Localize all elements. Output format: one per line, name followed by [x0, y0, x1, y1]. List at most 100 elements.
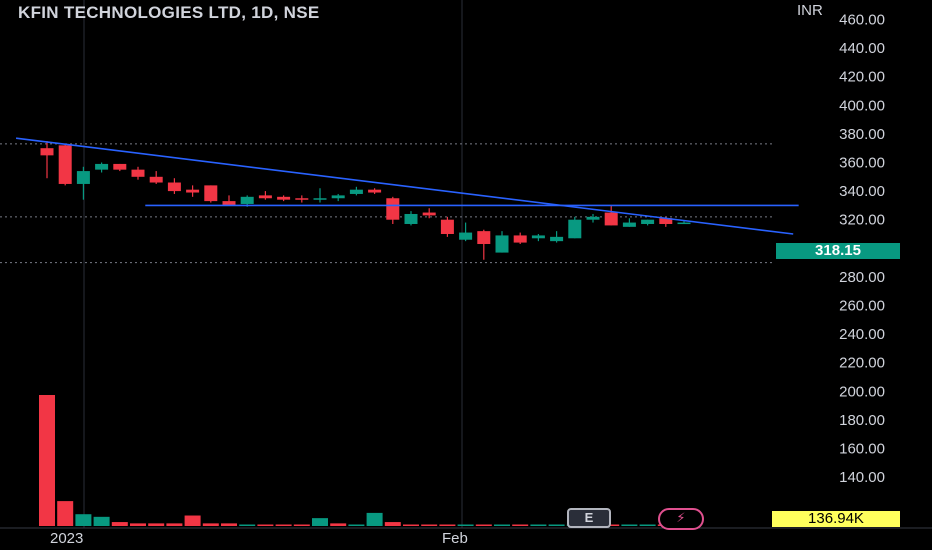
price-tick-label: 180.00 [839, 412, 885, 429]
candle-body [513, 235, 527, 243]
candle-body [386, 198, 400, 220]
candle-body [204, 185, 218, 202]
price-tick-label: 260.00 [839, 298, 885, 315]
candle-body [277, 196, 291, 200]
volume-bar [202, 523, 219, 526]
candle-body [604, 212, 618, 226]
candle-body [167, 182, 181, 192]
trendlines[interactable] [15, 137, 799, 235]
price-tick-label: 320.00 [839, 212, 885, 229]
price-tick-label: 200.00 [839, 383, 885, 400]
volume-bar [348, 524, 365, 526]
volume-bar [148, 523, 165, 526]
candle-body [404, 213, 418, 224]
volume-bar [384, 522, 401, 526]
volume-bar [403, 524, 419, 526]
candle-body [531, 235, 545, 239]
currency-label: INR [797, 2, 823, 19]
candle-body [331, 195, 345, 199]
volume-bar [330, 523, 347, 526]
last-price-tag: 318.15 [776, 243, 900, 259]
candle-body [149, 176, 163, 183]
volume-bar [57, 501, 74, 526]
candle-body [258, 195, 272, 199]
chart-title: KFIN TECHNOLOGIES LTD, 1D, NSE [18, 3, 320, 22]
price-tick-label: 440.00 [839, 40, 885, 57]
price-tick-label: 140.00 [839, 469, 885, 486]
dividend-icon[interactable]: ⚡ [658, 508, 704, 530]
price-tick-label: 340.00 [839, 183, 885, 200]
volume-bar [530, 524, 547, 526]
candle-body [349, 189, 363, 194]
volume-bar [111, 522, 128, 526]
candle-body [586, 216, 600, 220]
volume-tag: 136.94K [772, 511, 900, 527]
volume-bar [512, 524, 529, 526]
volume-bar [239, 524, 256, 526]
candle-body [295, 198, 309, 200]
candle-body [222, 201, 236, 206]
candle-body [568, 219, 582, 239]
volume-bar [439, 524, 456, 526]
volume-bar [621, 524, 638, 526]
price-tick-label: 420.00 [839, 69, 885, 86]
volume-bar [275, 524, 292, 526]
volume-bar [639, 524, 656, 526]
candle-body [659, 218, 673, 224]
candle-body [622, 222, 636, 227]
price-tick-label: 280.00 [839, 269, 885, 286]
price-axis[interactable]: 460.00 440.00 420.00 400.00 380.00 360.00 340.… [839, 0, 885, 487]
xaxis-label-2023: 2023 [50, 530, 84, 547]
candle-body [422, 212, 436, 216]
volume-bar [475, 524, 492, 526]
candle-body [131, 169, 145, 177]
candle-body [495, 235, 509, 253]
volume-bar [457, 524, 474, 526]
volume-bar [312, 518, 328, 526]
trendline-descending [15, 137, 794, 235]
volume-bar [221, 523, 237, 526]
candle-body [459, 232, 473, 240]
volume-bar [366, 512, 383, 526]
volume-bar [93, 516, 110, 526]
candle-body [677, 222, 691, 225]
candle-body [240, 196, 254, 204]
volume-bar [603, 524, 620, 526]
candle-body [550, 236, 564, 242]
volume-bars [39, 395, 692, 526]
price-tick-label: 360.00 [839, 155, 885, 172]
price-tick-label: 220.00 [839, 355, 885, 372]
candle-body [40, 148, 54, 156]
candle-body [313, 198, 327, 200]
candle-body [113, 163, 127, 170]
volume-bar [494, 524, 510, 526]
price-tick-label: 240.00 [839, 326, 885, 343]
volume-bar [166, 523, 183, 526]
volume-bar [548, 524, 565, 526]
price-tick-label: 160.00 [839, 441, 885, 458]
candle-body [58, 145, 72, 184]
price-tick-label: 380.00 [839, 126, 885, 143]
price-tick-label: 460.00 [839, 12, 885, 29]
xaxis-label-feb: Feb [442, 530, 468, 547]
volume-bar [184, 515, 201, 526]
volume-bar [257, 524, 274, 526]
candlesticks [40, 141, 691, 260]
volume-bar [293, 524, 310, 526]
chart-grid [0, 0, 932, 529]
candle-body [440, 219, 454, 234]
earnings-icon[interactable]: E [567, 508, 611, 528]
candle-body [477, 231, 491, 245]
volume-bar [130, 523, 146, 526]
volume-bar [39, 395, 55, 526]
candle-body [186, 189, 200, 193]
candle-body [368, 189, 382, 193]
candle-body [641, 219, 655, 224]
volume-bar [421, 524, 438, 526]
dotted-levels [0, 143, 772, 264]
candle-body [95, 163, 109, 170]
candle-body [76, 171, 90, 184]
price-tick-label: 400.00 [839, 97, 885, 114]
volume-bar [75, 514, 92, 526]
